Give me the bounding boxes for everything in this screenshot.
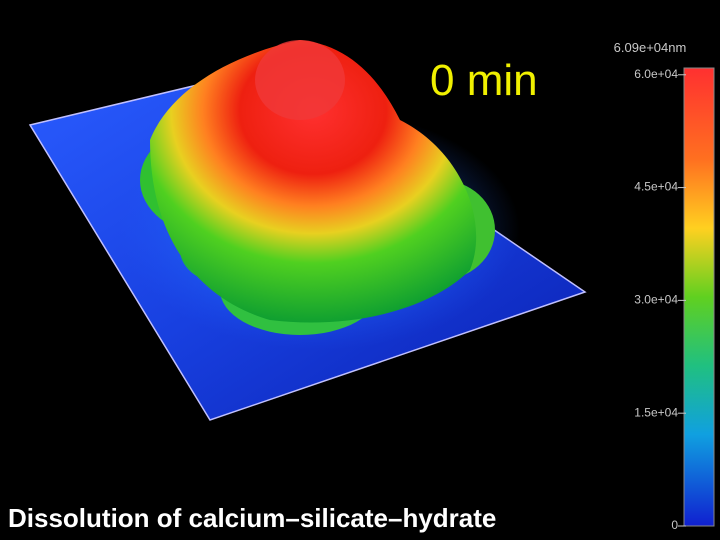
- colorbar-tick-label: 6.0e+04: [634, 67, 678, 81]
- colorbar: [683, 67, 715, 527]
- surface-mound: [140, 40, 495, 335]
- colorbar-max-label: 6.09e+04nm: [614, 40, 687, 55]
- colorbar-tick-label: 4.5e+04: [634, 180, 678, 194]
- colorbar-tick-label: 0: [671, 518, 678, 532]
- colorbar-tick-label: 1.5e+04: [634, 405, 678, 419]
- time-label: 0 min: [430, 56, 538, 105]
- caption: Dissolution of calcium–silicate–hydrate: [8, 503, 496, 533]
- colorbar-tick-label: 3.0e+04: [634, 293, 678, 307]
